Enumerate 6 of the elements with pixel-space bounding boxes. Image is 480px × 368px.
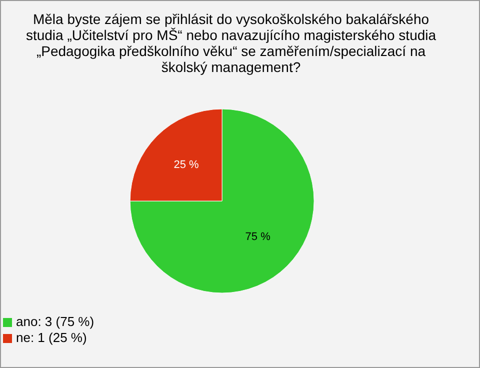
- legend-label: ano: 3 (75 %): [16, 314, 94, 329]
- pie-slice: [130, 108, 314, 294]
- data-label: 75 %: [245, 230, 271, 243]
- data-label: 25 %: [174, 159, 200, 172]
- chart-title: Měla byste zájem se přihlásit do vysokoškolského bakalářského studia „Učitelství pro MŠ“ nebo navazujícího magisterského studia „Pedagogika předškolního věku“ se zaměřením/specializací na školský management?: [24, 11, 438, 75]
- legend-label: ne: 1 (25 %): [16, 330, 87, 345]
